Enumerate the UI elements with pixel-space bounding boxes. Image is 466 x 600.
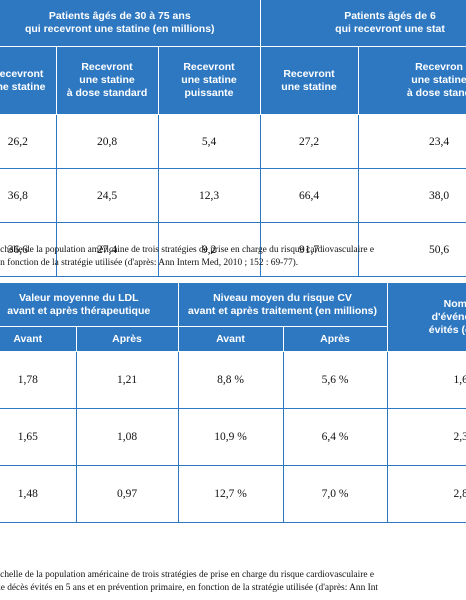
table-cell: 1,67 — [387, 351, 466, 409]
group-header-ldl: Valeur moyenne du LDL avant et après thé… — [0, 283, 179, 327]
table-cell: 27,2 — [260, 114, 359, 169]
group-header-cv-risk: Niveau moyen du risque CV avant et après… — [178, 283, 388, 327]
caption-line: échelle de la population américaine de t… — [0, 245, 375, 255]
table1-caption: échelle de la population américaine de t… — [0, 244, 466, 269]
table-cell: 36,6 — [0, 222, 57, 277]
table-cell: 38,0 — [358, 168, 466, 223]
group-header-30-75: Patients âgés de 30 à 75 ans qui recevro… — [0, 0, 261, 47]
table-cell: 12,7 % — [178, 465, 284, 523]
table-cell: 27,4 — [56, 222, 159, 277]
table-cell: 20,8 — [56, 114, 159, 169]
table-cell: 5,4 — [158, 114, 261, 169]
table-cell: 36,8 — [0, 168, 57, 223]
caption-line: en fonction de la stratégie utilisée (d'… — [0, 257, 299, 268]
col-header-after: Après — [76, 326, 179, 352]
table-cell: 8,8 % — [178, 351, 284, 409]
table2-caption: échelle de la population américaine de t… — [0, 569, 466, 594]
table-cell: 91,7 — [260, 222, 359, 277]
col-header-statin: Recevront une statine — [0, 46, 57, 115]
table-row: 1,78 1,21 8,8 % 5,6 % 1,67 — [0, 351, 466, 409]
table-cell: 24,5 — [56, 168, 159, 223]
table-row: 1,65 1,08 10,9 % 6,4 % 2,39 — [0, 408, 466, 466]
table-row: 26,2 20,8 5,4 27,2 23,4 — [0, 114, 466, 169]
table-cell: 66,4 — [260, 168, 359, 223]
table-row: 36,6 27,4 9,2 91,7 50,6 — [0, 222, 466, 277]
group-header-60-plus: Patients âgés de 6 qui recevront une sta… — [260, 0, 466, 47]
col-header-potent-statin: Recevront une statine puissante — [158, 46, 261, 115]
table-cell: 10,9 % — [178, 408, 284, 466]
table-cell: 2,82 — [387, 465, 466, 523]
table-cell: 1,65 — [0, 408, 77, 466]
table-row: 1,48 0,97 12,7 % 7,0 % 2,82 — [0, 465, 466, 523]
col-header-after-2: Après — [283, 326, 388, 352]
col-header-standard-dose: Recevront une statine à dose standard — [56, 46, 159, 115]
table-cell: 12,3 — [158, 168, 261, 223]
table-cell: 1,08 — [76, 408, 179, 466]
col-header-before: Avant — [0, 326, 77, 352]
col-header-statin-2: Recevront une statine — [260, 46, 359, 115]
table-cell: 50,6 — [358, 222, 466, 277]
table-cell: 6,4 % — [283, 408, 388, 466]
group-header-events-avoided: Nombre d'événement évités (en mill — [387, 283, 466, 352]
table-cell: 23,4 — [358, 114, 466, 169]
table-cell: 7,0 % — [283, 465, 388, 523]
ldl-risk-table: Valeur moyenne du LDL avant et après thé… — [0, 283, 466, 523]
table-cell: 9,2 — [158, 222, 261, 277]
table-cell: 26,2 — [0, 114, 57, 169]
table-cell: 1,78 — [0, 351, 77, 409]
col-header-standard-dose-2: Recevron une statine à dose stand — [358, 46, 466, 115]
table-cell: 1,21 — [76, 351, 179, 409]
table-cell: 2,39 — [387, 408, 466, 466]
table-cell: 0,97 — [76, 465, 179, 523]
table-row: 36,8 24,5 12,3 66,4 38,0 — [0, 168, 466, 223]
caption-line: de décès évités en 5 ans et en préventio… — [0, 582, 379, 593]
caption-line: échelle de la population américaine de t… — [0, 570, 375, 580]
statin-patients-table: Patients âgés de 30 à 75 ans qui recevro… — [0, 0, 466, 277]
table-cell: 5,6 % — [283, 351, 388, 409]
table-cell: 1,48 — [0, 465, 77, 523]
col-header-before-2: Avant — [178, 326, 284, 352]
